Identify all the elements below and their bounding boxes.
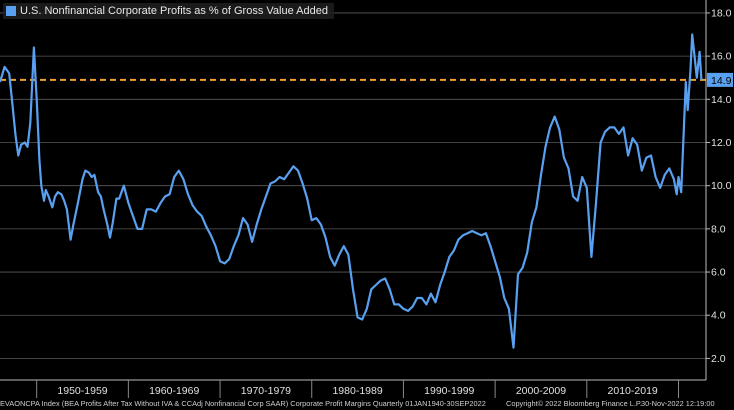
series-line [0,33,703,349]
last-value-tag: 14.9 [707,72,733,87]
x-axis: 1950-1959 1960-1969 1970-1979 1980-1989 1990… [0,379,706,398]
x-tick-label: 2010-2019 [608,385,658,397]
y-tick-label: 18.0 [711,7,732,19]
x-tick-label: 1990-1999 [424,385,474,397]
y-tick-label: 12.0 [711,137,732,149]
chart-canvas: 1950-1959 1960-1969 1970-1979 1980-1989 1990… [0,0,733,398]
y-axis: 2.0 4.0 6.0 8.0 10.0 12.0 14.0 16.0 18.0 [705,0,732,380]
legend: U.S. Nonfinancial Corporate Profits as %… [3,3,334,19]
last-value-label: 14.9 [711,75,732,87]
y-tick-label: 16.0 [711,51,732,63]
y-tick-label: 4.0 [711,310,726,322]
footer: EVAONCPA Index (BEA Profits After Tax Wi… [0,398,734,410]
x-tick-label: 1950-1959 [57,385,107,397]
y-tick-label: 10.0 [711,180,732,192]
y-tick-label: 8.0 [711,223,726,235]
footer-source: EVAONCPA Index (BEA Profits After Tax Wi… [0,399,486,408]
y-tick-label: 6.0 [711,267,726,279]
x-tick-label: 1960-1969 [149,385,199,397]
x-tick-label: 2000-2009 [516,385,566,397]
y-tick-label: 14.0 [711,94,732,106]
footer-copyright: Copyright© 2022 Bloomberg Finance L.P. [506,399,642,408]
x-tick-label: 1970-1979 [241,385,291,397]
last-value-tag-box [707,72,733,87]
footer-timestamp: 30-Nov-2022 12:19:00 [641,399,715,408]
legend-label: U.S. Nonfinancial Corporate Profits as %… [20,5,328,17]
y-tick-label: 2.0 [711,353,726,365]
grid-lines [0,12,706,359]
x-tick-label: 1980-1989 [332,385,382,397]
legend-swatch [6,6,16,16]
